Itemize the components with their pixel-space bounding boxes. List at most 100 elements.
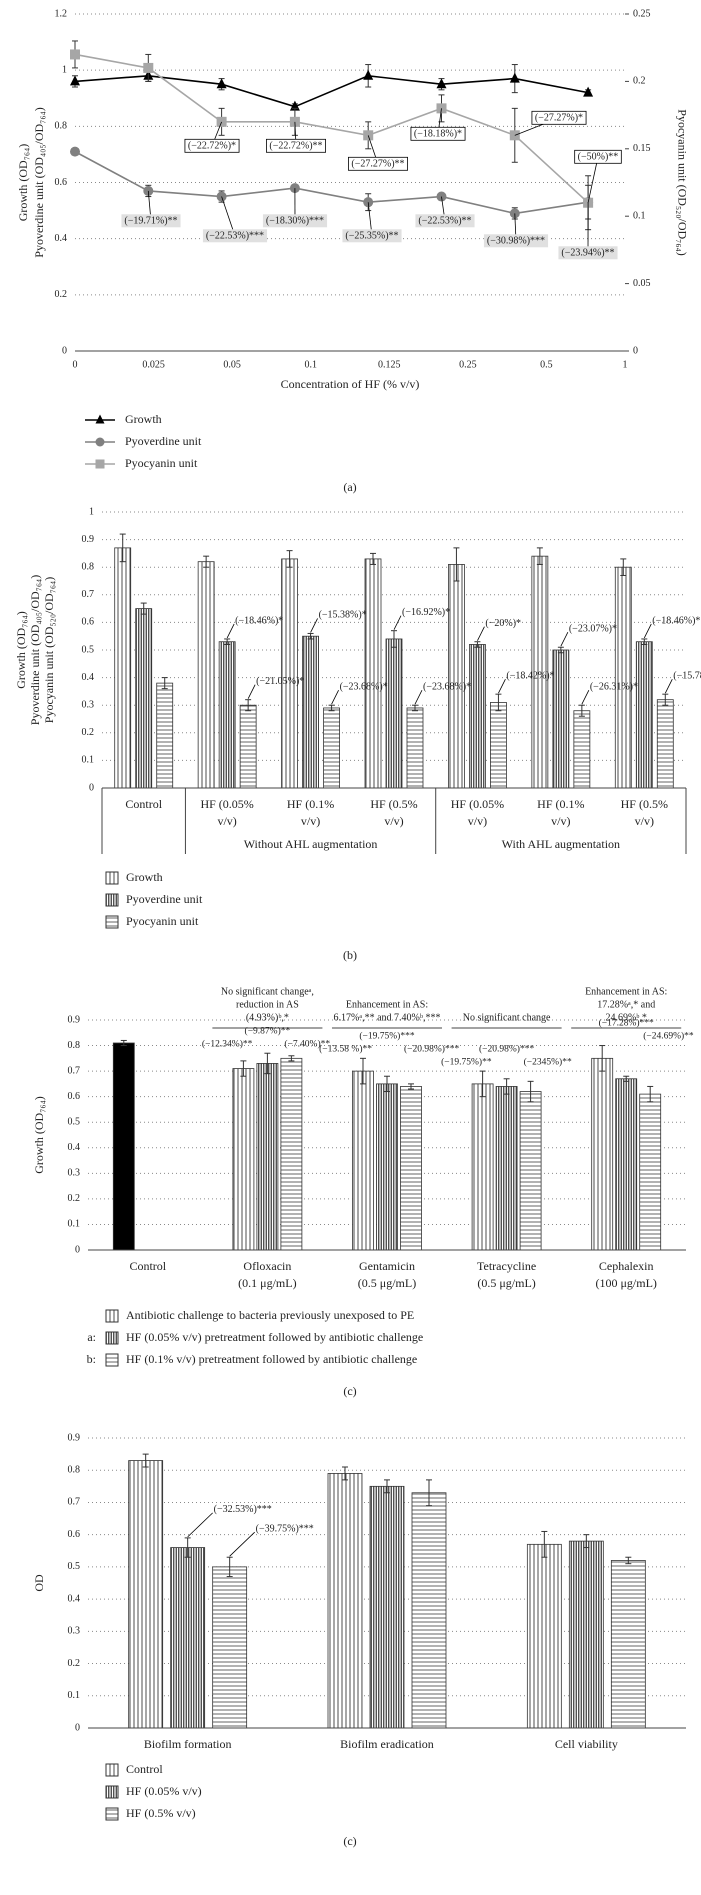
- y-tick-label: 0.3: [68, 1168, 81, 1179]
- annotation-leader: [560, 632, 569, 647]
- x-tick-label: Biofilm eradication: [340, 1737, 434, 1751]
- bar: [256, 1063, 279, 1251]
- error-bar: [527, 1080, 534, 1103]
- y-tick-label: 0.3: [82, 699, 95, 710]
- bar: [526, 1543, 562, 1729]
- legend-label: Growth: [125, 412, 162, 426]
- error-bar: [426, 1479, 432, 1507]
- y-tick-label: 0.4: [55, 233, 68, 244]
- x-tick-label: 0.25: [459, 359, 477, 370]
- bar: [400, 1086, 422, 1251]
- annotation-leader: [310, 618, 318, 633]
- annotation-leader: [187, 1512, 213, 1538]
- legend-marker: [95, 459, 105, 469]
- legend-swatch: [105, 1807, 119, 1821]
- x-tick-label: HF (0.05%: [451, 797, 504, 811]
- error-bar: [119, 533, 126, 563]
- error-bar: [328, 704, 335, 712]
- annotation-box: [262, 214, 328, 228]
- legend-prefix: b:: [87, 1352, 96, 1366]
- error-bar: [541, 1530, 548, 1558]
- y-tick-label: 0.9: [68, 1432, 81, 1443]
- legend-label: HF (0.05% v/v) pretreatment followed by …: [126, 1330, 423, 1344]
- error-bar: [647, 1085, 654, 1103]
- bar: [552, 649, 570, 789]
- bar: [568, 1540, 604, 1729]
- bar: [112, 1042, 135, 1251]
- x-tick-label: 0.025: [142, 359, 165, 370]
- x-tick-label: 0.125: [378, 359, 401, 370]
- group-label: With AHL augmentation: [502, 837, 620, 851]
- legend-label: Antibiotic challenge to bacteria previou…: [126, 1308, 414, 1322]
- error-bar: [384, 1479, 390, 1494]
- annotation-leader: [587, 156, 599, 203]
- error-bar: [140, 602, 147, 615]
- legend-swatch: [105, 1353, 119, 1367]
- bar: [376, 1083, 398, 1251]
- x-tick-label: HF (0.5%: [370, 797, 417, 811]
- annotation: (−19.71%)**: [124, 215, 177, 226]
- error-bar: [391, 630, 397, 648]
- annotation: (−22.53%)**: [418, 215, 471, 226]
- bar: [635, 641, 653, 789]
- error-bar: [583, 1534, 590, 1549]
- bar: [495, 1086, 518, 1251]
- series-line: [74, 150, 589, 215]
- annotation: (−24.69%)**: [643, 1031, 694, 1042]
- annotation-box: [410, 126, 466, 141]
- error-bar: [360, 1057, 366, 1085]
- annotation: (−9.87%)**: [245, 1025, 291, 1036]
- error-bar: [342, 1466, 348, 1481]
- y-tick-label: 1.2: [55, 8, 68, 19]
- legend-label: HF (0.1% v/v) pretreatment followed by a…: [126, 1352, 417, 1366]
- y-tick-label: 0.4: [68, 1593, 81, 1604]
- annotation-leader: [477, 626, 485, 641]
- legend-label: Pyocyanin unit: [126, 914, 199, 928]
- error-bar: [536, 547, 543, 565]
- x-tick-label: Control: [125, 797, 162, 811]
- legend-label: Pyoverdine unit: [125, 434, 202, 448]
- marker: [216, 78, 227, 89]
- annotation-box: [483, 234, 549, 248]
- annotation-box: [348, 156, 408, 171]
- y-tick-label: 0.1: [82, 755, 95, 766]
- bar: [471, 1083, 494, 1251]
- annotation-leader: [664, 678, 673, 694]
- y-axis-label: Pyoverdine unit (OD₄₀₅/OD₇₆₄): [32, 107, 46, 257]
- x-tick-label: (0.5 μg/mL): [477, 1276, 535, 1290]
- legend-label: HF (0.5% v/v): [126, 1806, 196, 1820]
- y-axis-label: Growth (OD₇₆₄): [14, 611, 28, 689]
- x-tick-label: v/v): [551, 814, 570, 828]
- error-bar: [453, 547, 460, 582]
- caption: (a): [343, 480, 356, 494]
- y-tick-label: 0: [75, 1722, 80, 1733]
- annotation: (−18.18%)*: [414, 128, 462, 139]
- y-tick-label: 0.6: [82, 617, 95, 628]
- annotation: (−32.53%)***: [214, 1504, 272, 1515]
- bar: [135, 608, 153, 789]
- error-bar: [226, 1556, 233, 1578]
- bar: [352, 1070, 374, 1251]
- annotation: (−13.58 %)**: [319, 1044, 372, 1055]
- y-tick-label: 0.8: [55, 121, 68, 132]
- y-tick-label: 0.9: [82, 534, 95, 545]
- y-tick-label: 0: [75, 1244, 80, 1255]
- annotation: (−15.78%)*: [673, 670, 701, 681]
- y-tick-label: 0.6: [68, 1529, 81, 1540]
- error-bar: [264, 1052, 271, 1075]
- legend-swatch: [105, 871, 119, 885]
- group-header: No significant change: [463, 1012, 551, 1023]
- x-tick-label: Ofloxacin: [243, 1259, 291, 1273]
- y-tick-label: 0.2: [82, 727, 95, 738]
- legend-label: Growth: [126, 870, 163, 884]
- legend-swatch: [105, 1785, 119, 1799]
- error-bar: [620, 558, 627, 576]
- annotation: (−26.31%)*: [590, 681, 638, 692]
- caption: (c): [343, 1384, 356, 1398]
- error-bar: [599, 1045, 606, 1072]
- bar: [302, 635, 319, 789]
- y-tick-label: 0.9: [68, 1014, 81, 1025]
- y-tick-label: 0.3: [68, 1626, 81, 1637]
- group-header: (4.93%)ᵇ,*: [246, 1012, 289, 1023]
- legend-label: Control: [126, 1762, 163, 1776]
